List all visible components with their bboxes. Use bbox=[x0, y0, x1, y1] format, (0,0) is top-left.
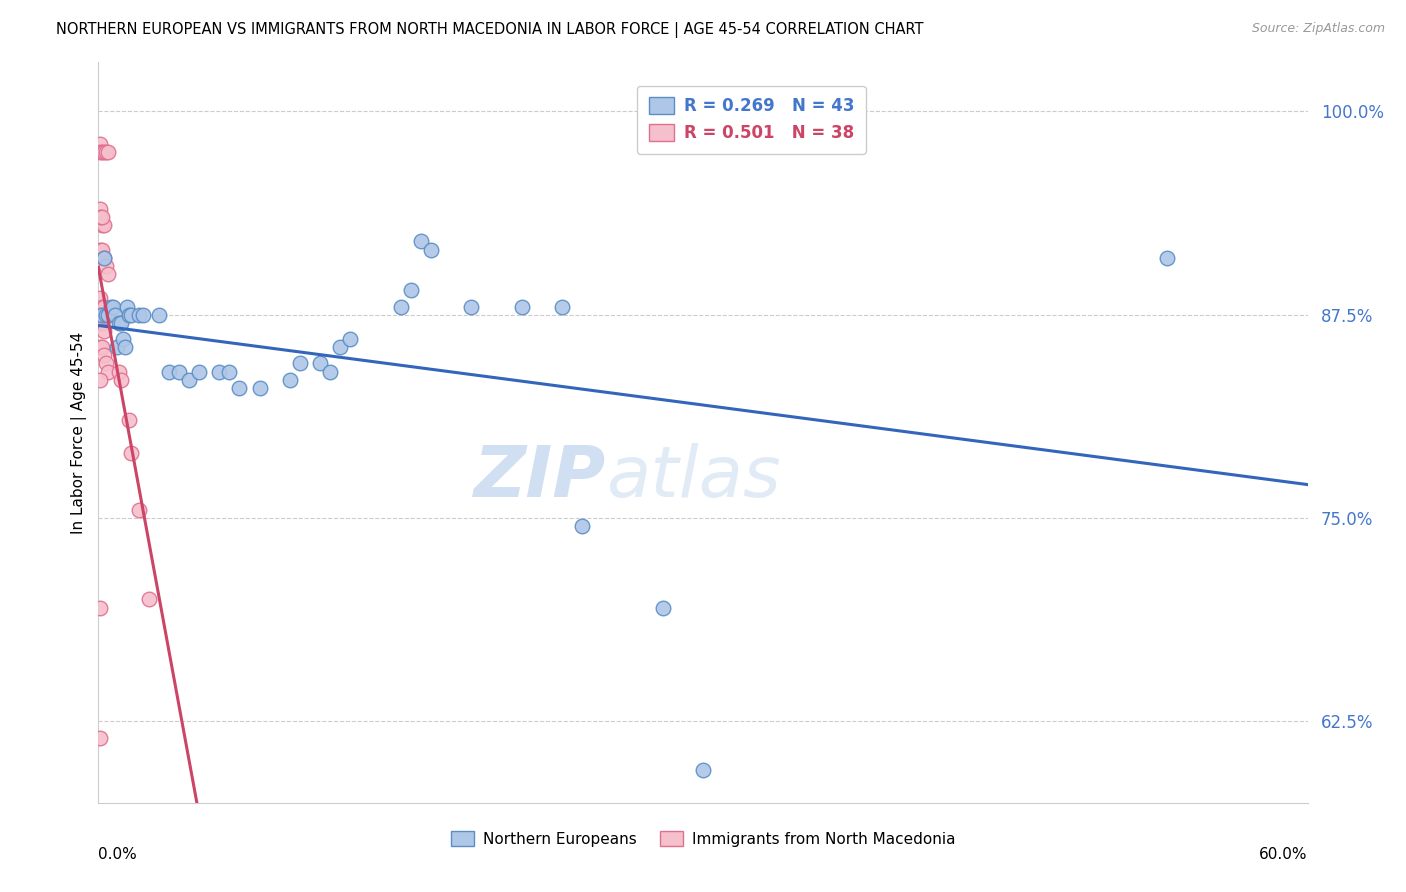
Point bbox=[96, 259, 118, 273]
Point bbox=[138, 592, 160, 607]
Point bbox=[128, 503, 150, 517]
Point bbox=[218, 365, 240, 379]
Point bbox=[651, 600, 673, 615]
Point bbox=[100, 300, 122, 314]
Point bbox=[93, 251, 115, 265]
Point bbox=[91, 243, 114, 257]
Point bbox=[420, 243, 443, 257]
Point bbox=[551, 300, 574, 314]
Text: atlas: atlas bbox=[606, 442, 780, 511]
Point bbox=[89, 292, 111, 306]
Point bbox=[91, 218, 114, 232]
Point bbox=[110, 316, 132, 330]
Point bbox=[97, 267, 120, 281]
Point bbox=[409, 235, 432, 249]
Point bbox=[309, 356, 332, 370]
Point bbox=[93, 348, 115, 362]
Point bbox=[188, 365, 211, 379]
Point bbox=[179, 373, 201, 387]
Point bbox=[91, 316, 114, 330]
Point bbox=[97, 308, 120, 322]
Point bbox=[89, 731, 111, 745]
Point bbox=[110, 373, 132, 387]
Point bbox=[692, 764, 714, 778]
Point bbox=[97, 145, 120, 159]
Point bbox=[148, 308, 170, 322]
Point bbox=[107, 365, 129, 379]
Point bbox=[319, 365, 342, 379]
Point bbox=[118, 308, 141, 322]
Point bbox=[208, 365, 231, 379]
Point bbox=[89, 243, 111, 257]
Text: 0.0%: 0.0% bbox=[98, 847, 138, 863]
Text: 60.0%: 60.0% bbox=[1260, 847, 1308, 863]
Point bbox=[249, 381, 271, 395]
Point bbox=[93, 251, 115, 265]
Point bbox=[89, 136, 111, 151]
Point bbox=[93, 145, 115, 159]
Point bbox=[89, 202, 111, 216]
Point bbox=[89, 340, 111, 354]
Point bbox=[571, 519, 593, 533]
Point bbox=[115, 300, 138, 314]
Point bbox=[91, 145, 114, 159]
Point bbox=[96, 308, 118, 322]
Point bbox=[339, 332, 361, 346]
Text: Source: ZipAtlas.com: Source: ZipAtlas.com bbox=[1251, 22, 1385, 36]
Point bbox=[399, 283, 422, 297]
Point bbox=[114, 340, 136, 354]
Point bbox=[89, 308, 111, 322]
Point bbox=[278, 373, 301, 387]
Point bbox=[132, 308, 155, 322]
Point bbox=[97, 365, 120, 379]
Point bbox=[96, 308, 118, 322]
Point bbox=[329, 340, 352, 354]
Point bbox=[96, 145, 118, 159]
Point bbox=[128, 308, 150, 322]
Point bbox=[167, 365, 190, 379]
Point bbox=[93, 300, 115, 314]
Point bbox=[93, 324, 115, 338]
Point bbox=[228, 381, 250, 395]
Point bbox=[389, 300, 412, 314]
Point bbox=[510, 300, 533, 314]
Point bbox=[105, 340, 128, 354]
Point bbox=[89, 373, 111, 387]
Point bbox=[89, 210, 111, 224]
Point bbox=[120, 308, 142, 322]
Point bbox=[288, 356, 311, 370]
Point bbox=[460, 300, 482, 314]
Point bbox=[111, 332, 134, 346]
Point bbox=[120, 446, 142, 460]
Y-axis label: In Labor Force | Age 45-54: In Labor Force | Age 45-54 bbox=[72, 332, 87, 533]
Point bbox=[89, 145, 111, 159]
Point bbox=[103, 308, 125, 322]
Text: NORTHERN EUROPEAN VS IMMIGRANTS FROM NORTH MACEDONIA IN LABOR FORCE | AGE 45-54 : NORTHERN EUROPEAN VS IMMIGRANTS FROM NOR… bbox=[56, 22, 924, 38]
Point bbox=[93, 218, 115, 232]
Point bbox=[118, 413, 141, 427]
Point bbox=[101, 300, 124, 314]
Point bbox=[89, 316, 111, 330]
Legend: Northern Europeans, Immigrants from North Macedonia: Northern Europeans, Immigrants from Nort… bbox=[443, 823, 963, 855]
Point bbox=[91, 340, 114, 354]
Point bbox=[91, 210, 114, 224]
Point bbox=[1156, 251, 1178, 265]
Point bbox=[157, 365, 180, 379]
Point bbox=[89, 600, 111, 615]
Point bbox=[91, 308, 114, 322]
Point bbox=[107, 316, 129, 330]
Point bbox=[91, 300, 114, 314]
Point bbox=[96, 356, 118, 370]
Text: ZIP: ZIP bbox=[474, 442, 606, 511]
